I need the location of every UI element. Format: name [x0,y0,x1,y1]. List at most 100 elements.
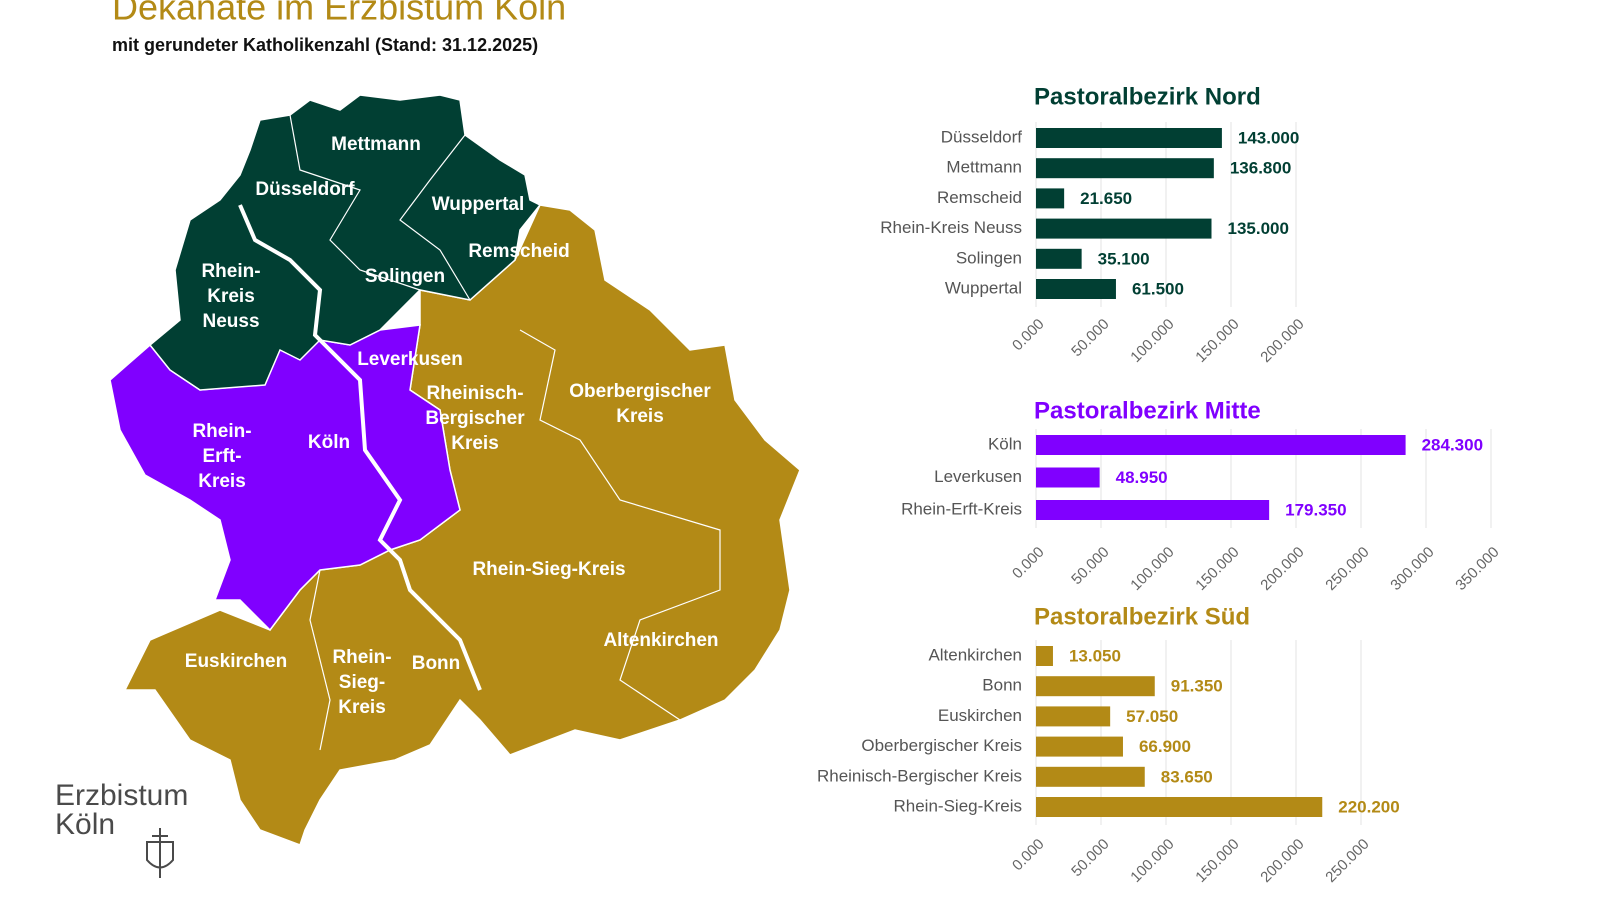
category-label: Euskirchen [938,706,1022,725]
x-tick-label: 150.000 [1192,316,1242,366]
bar [1036,435,1406,455]
map: Mettmann Düsseldorf Wuppertal Remscheid Soli… [109,94,801,846]
page-title: Dekanate im Erzbistum Köln [112,0,566,28]
map-label: Sieg- [339,672,385,693]
logo-emblem [146,828,174,878]
value-label: 48.950 [1116,468,1168,487]
map-label: Kreis [451,433,499,454]
x-tick-label: 350.000 [1452,544,1502,594]
bar [1036,676,1155,697]
bar-chart: Pastoralbezirk Süd 0.000 50.000 100.000 150.… [817,603,1400,886]
bar [1036,248,1082,269]
bar [1036,500,1270,520]
value-label: 284.300 [1422,435,1483,454]
map-label: Erft- [202,446,241,467]
x-tick-label: 100.000 [1127,544,1177,594]
map-label: Altenkirchen [603,630,718,651]
bar [1036,158,1214,179]
x-tick-label: 150.000 [1192,544,1242,594]
map-label: Köln [308,432,350,453]
bar [1036,188,1065,209]
map-label: Rhein- [332,647,391,668]
x-tick-label: 200.000 [1257,836,1307,886]
category-label: Bonn [982,676,1022,695]
x-tick-label: 200.000 [1257,544,1307,594]
map-label: Neuss [202,311,259,332]
x-tick-label: 50.000 [1068,836,1112,880]
category-label: Wuppertal [945,278,1022,297]
x-tick-label: 300.000 [1387,544,1437,594]
category-label: Köln [988,434,1022,453]
category-label: Rheinisch-Bergischer Kreis [817,766,1022,785]
bar [1036,218,1212,239]
bar [1036,279,1116,299]
value-label: 35.100 [1098,249,1150,268]
x-tick-label: 100.000 [1127,316,1177,366]
bar [1036,128,1222,148]
x-tick-label: 200.000 [1257,316,1307,366]
map-label: Wuppertal [432,194,525,215]
category-label: Rhein-Kreis Neuss [880,218,1022,237]
x-tick-label: 0.000 [1009,836,1048,875]
logo-text: Erzbistum [55,779,188,812]
x-tick-label: 100.000 [1127,836,1177,886]
value-label: 66.900 [1139,737,1191,756]
category-label: Rhein-Erft-Kreis [901,499,1022,518]
district-borders [399,134,471,301]
district-borders [289,114,421,291]
page-subtitle: mit gerundeter Katholikenzahl (Stand: 31… [112,35,538,55]
value-label: 91.350 [1171,677,1223,696]
map-label: Oberbergischer [569,381,711,402]
map-label: Bergischer [425,408,525,429]
bar [1036,706,1111,727]
map-label: Euskirchen [185,651,287,672]
bar [1036,467,1100,488]
bar [1036,766,1145,787]
map-label: Bonn [412,653,461,674]
map-label: Solingen [365,266,445,287]
value-label: 13.050 [1069,646,1121,665]
value-label: 143.000 [1238,128,1299,147]
x-tick-label: 250.000 [1322,836,1372,886]
value-label: 21.650 [1080,189,1132,208]
value-label: 83.650 [1161,767,1213,786]
x-tick-label: 0.000 [1009,544,1048,583]
value-label: 57.050 [1126,707,1178,726]
bar-chart: Pastoralbezirk Mitte 0.000 50.000 100.000 15… [901,397,1503,594]
map-label: Kreis [207,286,255,307]
category-label: Düsseldorf [941,127,1023,146]
chart-title: Pastoralbezirk Nord [1034,83,1261,110]
bar [1036,797,1323,817]
map-label: Düsseldorf [255,179,355,200]
map-label: Rhein- [201,261,260,282]
value-label: 136.800 [1230,159,1291,178]
chart-title: Pastoralbezirk Süd [1034,603,1250,630]
map-label: Rheinisch- [426,383,523,404]
category-label: Solingen [956,248,1022,267]
map-label: Remscheid [468,241,569,262]
logo: Erzbistum Köln [55,779,188,878]
value-label: 135.000 [1228,219,1289,238]
chart-title: Pastoralbezirk Mitte [1034,397,1261,424]
category-label: Remscheid [937,188,1022,207]
value-label: 220.200 [1338,797,1399,816]
category-label: Altenkirchen [928,645,1022,664]
map-label: Kreis [198,471,246,492]
map-label: Kreis [338,697,386,718]
map-label: Leverkusen [357,349,463,370]
map-label: Rhein-Sieg-Kreis [472,559,625,580]
map-label: Kreis [616,406,664,427]
x-tick-label: 50.000 [1068,316,1112,360]
district-borders [519,329,721,721]
bar-chart: Pastoralbezirk Nord 0.000 50.000 100.000 150… [880,83,1307,366]
map-label: Mettmann [331,134,421,155]
rhine [238,204,482,691]
charts: Pastoralbezirk Nord 0.000 50.000 100.000 150… [817,83,1503,886]
district-borders [309,569,331,751]
category-label: Leverkusen [934,467,1022,486]
x-tick-label: 250.000 [1322,544,1372,594]
map-label: Rhein- [192,421,251,442]
bar [1036,646,1053,666]
bar [1036,736,1123,757]
